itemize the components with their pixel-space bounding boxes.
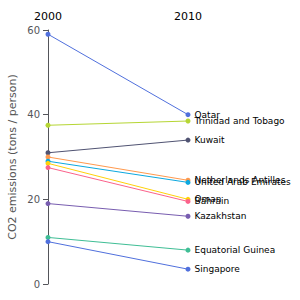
svg-text:60: 60 xyxy=(27,25,40,36)
svg-text:Trinidad and Tobago: Trinidad and Tobago xyxy=(194,116,286,126)
svg-text:Kuwait: Kuwait xyxy=(195,135,226,145)
svg-text:Singapore: Singapore xyxy=(195,264,241,274)
svg-text:United Arab Emirates: United Arab Emirates xyxy=(195,177,292,187)
svg-text:Equatorial Guinea: Equatorial Guinea xyxy=(195,245,276,255)
svg-text:CO2 emissions (tons / person): CO2 emissions (tons / person) xyxy=(6,74,19,240)
svg-text:20: 20 xyxy=(27,194,40,205)
svg-text:Kazakhstan: Kazakhstan xyxy=(195,211,247,221)
svg-text:2010: 2010 xyxy=(174,10,202,23)
svg-text:0: 0 xyxy=(34,279,40,290)
svg-text:Bahrain: Bahrain xyxy=(195,196,230,206)
svg-text:Qatar: Qatar xyxy=(194,109,220,120)
svg-text:2000: 2000 xyxy=(34,10,62,23)
svg-text:40: 40 xyxy=(27,109,40,120)
